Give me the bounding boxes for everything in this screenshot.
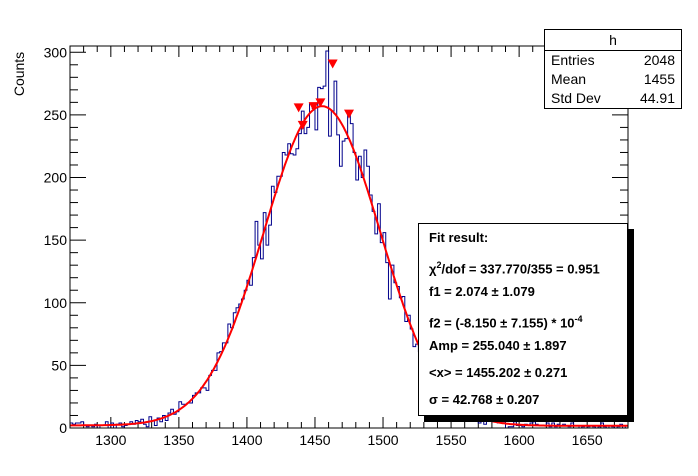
fit-header: Fit result:: [429, 230, 489, 245]
fit-f2: f2 = (-8.150 ± 7.155) * 10-4: [429, 311, 627, 338]
chi2-value: /dof = 337.770/355 = 0.951: [441, 261, 600, 277]
stats-title: h: [545, 30, 681, 51]
x-tick-label: 1350: [163, 432, 194, 448]
peak-marker: [308, 102, 319, 112]
y-tick-label: 200: [44, 170, 68, 186]
x-tick-label: 1650: [572, 432, 603, 448]
fit-f1: f1 = 2.074 ± 1.079: [429, 284, 535, 299]
peak-marker: [297, 120, 308, 130]
peak-marker: [327, 59, 338, 69]
stats-label: Entries: [551, 52, 595, 68]
chi2-superscript: 2: [436, 260, 442, 270]
stats-value: 44.91: [639, 90, 675, 106]
fit-chi2: χ2/dof = 337.770/355 = 0.951: [429, 257, 627, 284]
y-tick-label: 50: [51, 357, 67, 373]
y-tick-label: 100: [44, 295, 68, 311]
x-tick-label: 1600: [504, 432, 535, 448]
peak-marker: [315, 98, 326, 108]
stats-row-stddev: Std Dev 44.91: [545, 89, 681, 108]
f2-value: f2 = (-8.150 ± 7.155) * 10: [429, 315, 575, 331]
y-tick-label: 300: [44, 44, 68, 60]
y-tick-label: 0: [59, 420, 67, 436]
stats-label: Std Dev: [551, 90, 601, 106]
x-tick-label: 1500: [367, 432, 398, 448]
x-tick-label: 1300: [95, 432, 126, 448]
f2-exponent: -4: [574, 314, 583, 324]
stats-box: h Entries 2048 Mean 1455 Std Dev 44.91: [544, 29, 682, 109]
fit-sigma: σ = 42.768 ± 0.207: [429, 392, 540, 407]
fit-mean: <x> = 1455.202 ± 0.271: [429, 365, 568, 380]
fit-result-box: Fit result: χ2/dof = 337.770/355 = 0.951…: [418, 223, 628, 416]
y-tick-label: 150: [44, 232, 68, 248]
peak-marker: [344, 109, 354, 119]
y-tick-label: 250: [44, 107, 68, 123]
x-tick-label: 1400: [231, 432, 262, 448]
y-axis-label: Counts: [11, 52, 27, 96]
stats-label: Mean: [551, 71, 587, 87]
stats-row-entries: Entries 2048: [545, 51, 681, 70]
stats-value: 2048: [643, 52, 675, 68]
stats-value: 1455: [643, 71, 675, 87]
peak-markers: [293, 59, 354, 130]
x-tick-label: 1550: [435, 432, 466, 448]
fit-curve: [70, 105, 628, 427]
peak-marker: [293, 103, 304, 113]
fit-amp: Amp = 255.040 ± 1.897: [429, 338, 567, 353]
x-tick-label: 1450: [299, 432, 330, 448]
chi-symbol: χ: [429, 261, 437, 277]
stats-row-mean: Mean 1455: [545, 70, 681, 89]
